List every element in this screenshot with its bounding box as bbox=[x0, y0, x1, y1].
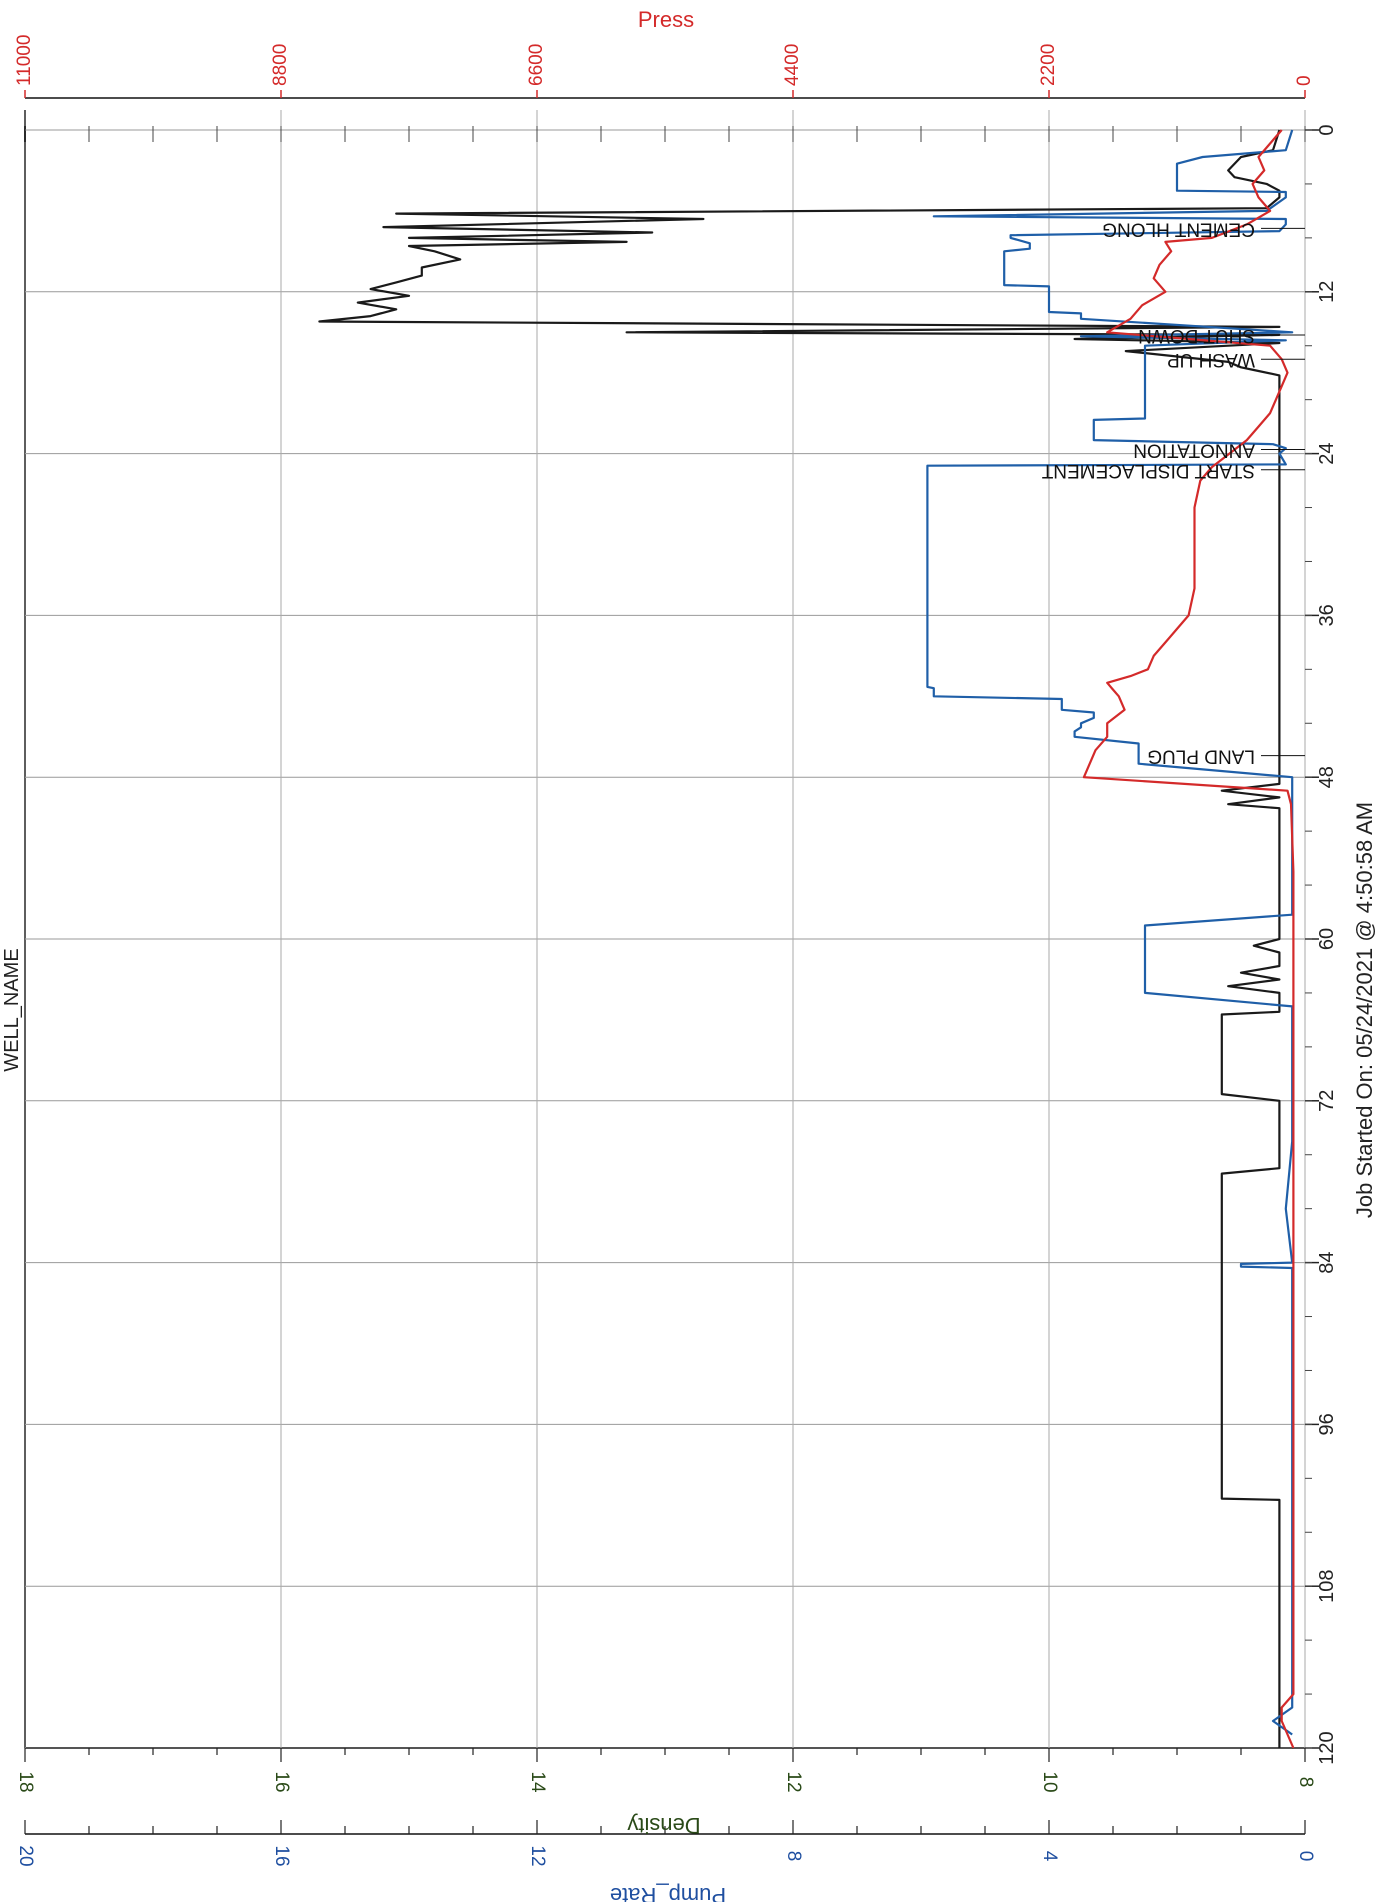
annotation-label: START DISPLACEMENT bbox=[1041, 460, 1255, 481]
press-tick-label: 8800 bbox=[270, 44, 291, 86]
pump-rate-axis-label: Pump_Rate bbox=[610, 1883, 726, 1902]
density-tick-label: 8 bbox=[1295, 1777, 1316, 1788]
x-tick-label: 24 bbox=[1316, 442, 1338, 464]
chart-title: WELL_NAME bbox=[1, 948, 23, 1071]
x-tick-label: 108 bbox=[1316, 1570, 1338, 1603]
series-layer bbox=[318, 129, 1295, 1749]
annotation-label: WASH UP bbox=[1167, 349, 1255, 370]
pump-rate-tick-label: 16 bbox=[271, 1845, 292, 1866]
x-tick-label: 48 bbox=[1316, 766, 1338, 788]
x-tick-label: 72 bbox=[1316, 1090, 1338, 1112]
series-line-density bbox=[318, 129, 1281, 1748]
series-line-press bbox=[1082, 129, 1295, 1749]
press-tick-label: 11000 bbox=[14, 35, 35, 86]
annotation-label: CEMENT HLONG bbox=[1102, 218, 1255, 239]
press-axis-label: Press bbox=[638, 7, 694, 32]
annotation-layer: CEMENT HLONG SHUT DOWN WASH UP ANNOTATIONST… bbox=[1041, 218, 1305, 767]
x-tick-label: 96 bbox=[1316, 1413, 1338, 1435]
annotation-label: LAND PLUG bbox=[1147, 746, 1255, 767]
annotation-label: SHUT DOWN bbox=[1138, 325, 1255, 346]
x-tick-label: 0 bbox=[1316, 124, 1338, 135]
press-tick-label: 0 bbox=[1294, 75, 1315, 86]
x-tick-label: 36 bbox=[1316, 604, 1338, 626]
pump-rate-tick-label: 4 bbox=[1039, 1851, 1060, 1862]
x-tick-label: 12 bbox=[1316, 281, 1338, 303]
density-tick-label: 12 bbox=[783, 1771, 804, 1792]
press-tick-label: 4400 bbox=[782, 44, 803, 86]
x-axis-label: Job Started On: 05/24/2021 @ 4:50:58 AM bbox=[1352, 802, 1377, 1218]
density-tick-label: 16 bbox=[271, 1771, 292, 1792]
density-axis-label: Density bbox=[627, 1813, 700, 1838]
x-tick-label: 120 bbox=[1316, 1731, 1338, 1764]
density-tick-label: 10 bbox=[1039, 1771, 1060, 1792]
x-tick-label: 60 bbox=[1316, 928, 1338, 950]
press-tick-label: 6600 bbox=[526, 44, 547, 86]
annotation-label: ANNOTATION bbox=[1133, 440, 1255, 461]
pump-rate-tick-label: 8 bbox=[783, 1851, 804, 1862]
plot-grid bbox=[24, 110, 1306, 1749]
pump-rate-tick-label: 20 bbox=[15, 1845, 36, 1866]
axes-layer: 0122436486072849610812002200440066008800… bbox=[14, 35, 1338, 1867]
series-line-pump_rate bbox=[926, 129, 1294, 1736]
density-tick-label: 18 bbox=[15, 1771, 36, 1792]
density-tick-label: 14 bbox=[527, 1771, 548, 1793]
press-tick-label: 2200 bbox=[1038, 44, 1059, 86]
pump-rate-tick-label: 0 bbox=[1295, 1851, 1316, 1862]
x-tick-label: 84 bbox=[1316, 1251, 1338, 1273]
pump-rate-tick-label: 12 bbox=[527, 1845, 548, 1866]
